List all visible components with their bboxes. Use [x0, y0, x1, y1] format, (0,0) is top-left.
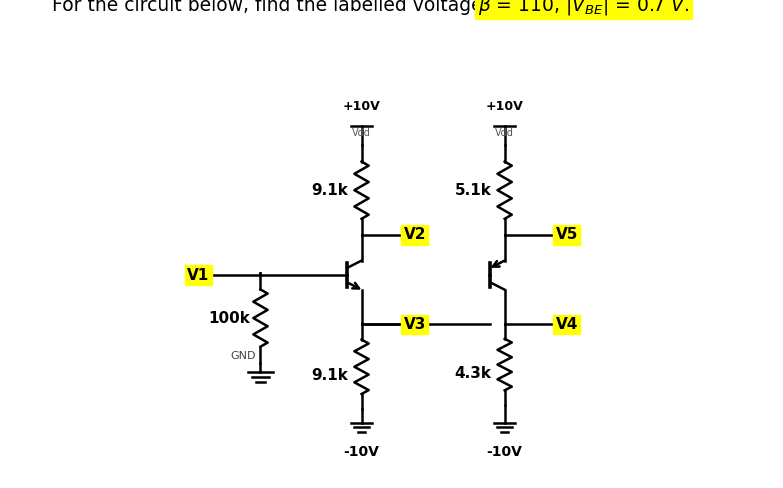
Text: V4: V4 [556, 317, 578, 332]
Text: -10V: -10V [344, 445, 380, 459]
Text: $\beta$ = 110, |$V_{BE}$| = 0.7 $V$.: $\beta$ = 110, |$V_{BE}$| = 0.7 $V$. [478, 0, 689, 17]
Text: V5: V5 [556, 227, 578, 243]
Text: 9.1k: 9.1k [312, 368, 348, 383]
Text: +10V: +10V [343, 100, 381, 113]
Text: -10V: -10V [487, 445, 522, 459]
Text: 9.1k: 9.1k [312, 183, 348, 198]
Text: For the circuit below, find the labelled voltages for: For the circuit below, find the labelled… [52, 0, 530, 15]
Text: V2: V2 [403, 227, 426, 243]
Text: +10V: +10V [485, 100, 524, 113]
Text: 4.3k: 4.3k [454, 366, 491, 381]
Text: V3: V3 [403, 317, 426, 332]
Text: 5.1k: 5.1k [454, 183, 491, 198]
Text: GND: GND [230, 351, 256, 361]
Text: 100k: 100k [207, 310, 250, 325]
Text: V1: V1 [187, 267, 210, 283]
Text: Vdd: Vdd [495, 127, 514, 138]
Text: Vdd: Vdd [352, 127, 371, 138]
